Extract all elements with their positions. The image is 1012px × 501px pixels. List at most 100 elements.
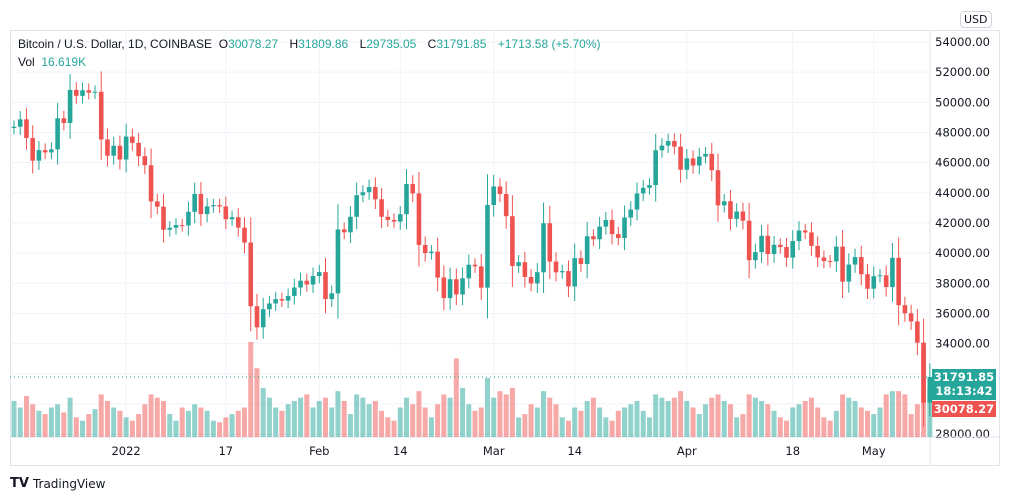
open-label: O (218, 37, 229, 51)
volume-bar (914, 404, 920, 437)
price-tick-label: 38000.00 (935, 276, 990, 290)
candle-body (429, 251, 434, 254)
volume-bar (235, 410, 241, 437)
volume-bar (472, 410, 478, 437)
volume-bar (671, 397, 677, 437)
volume-bar (129, 420, 135, 437)
volume-bar (403, 397, 409, 437)
price-tick-label: 48000.00 (935, 125, 990, 139)
volume-bar (883, 394, 889, 437)
candle-body (896, 257, 901, 306)
candle-body (410, 184, 416, 194)
candle-body (927, 376, 933, 403)
candle-body (30, 138, 35, 161)
candle-body (771, 244, 777, 255)
candle-body (553, 261, 559, 273)
candle-body (597, 226, 602, 240)
close-label: C (427, 37, 437, 51)
volume-bar (634, 400, 640, 437)
tradingview-logo[interactable]: TV TradingView (10, 476, 105, 491)
volume-bar (36, 410, 42, 437)
candle-body (858, 257, 864, 275)
candle-body (373, 187, 378, 200)
candle-body (391, 219, 397, 222)
candle-body (528, 276, 534, 284)
volume-bar (185, 410, 191, 437)
high-label: H (289, 37, 299, 51)
candle-body (491, 186, 497, 206)
volume-bar (653, 394, 659, 437)
volume-bar (584, 400, 590, 437)
volume-bar (67, 397, 73, 437)
volume-bar (55, 404, 61, 437)
candle-body (117, 145, 123, 160)
candle-body (49, 149, 54, 153)
volume-bar (304, 394, 310, 437)
candle-body (454, 279, 459, 295)
candle-body (622, 217, 627, 239)
candle-body (616, 234, 621, 239)
volume-bar (422, 407, 428, 437)
volume-bar (628, 404, 634, 437)
candle-body (335, 229, 341, 294)
candle-body (298, 280, 303, 288)
volume-bar (161, 400, 167, 437)
time-tick-label: Mar (483, 444, 505, 458)
volume-bar (92, 409, 98, 437)
volume-bar (802, 400, 808, 437)
volume-bar (597, 407, 603, 437)
candle-body (55, 118, 60, 150)
volume-bar (204, 410, 210, 437)
candle-body (908, 313, 914, 322)
volume-bar (291, 400, 297, 437)
candle-body (267, 303, 272, 310)
low-label: L (359, 37, 367, 51)
candle-body (921, 342, 926, 403)
volume-bar (217, 422, 223, 437)
last-price-tag: 31791.85 18:13:42 (932, 369, 996, 400)
volume-bar (248, 342, 254, 437)
volume-bar (833, 410, 839, 437)
candle-body (435, 251, 440, 278)
candle-body (566, 271, 571, 287)
candle-body (547, 223, 553, 262)
volume-bar (858, 407, 864, 437)
candle-body (746, 220, 752, 261)
volume-legend: Vol 16.619K (18, 55, 86, 69)
volume-bar (316, 400, 322, 437)
volume-bar (759, 400, 765, 437)
candle-body (416, 193, 422, 245)
volume-bar (298, 397, 304, 437)
price-tick-label: 42000.00 (935, 216, 990, 230)
price-tick-label: 36000.00 (935, 306, 990, 320)
candle-body (123, 136, 129, 160)
volume-bar (659, 397, 665, 437)
candle-body (254, 306, 260, 328)
volume-bar (192, 404, 198, 437)
volume-bar (622, 407, 628, 437)
candle-body (98, 91, 104, 140)
candle-body (92, 91, 98, 93)
candle-body (136, 142, 141, 157)
volume-bar (341, 400, 347, 437)
candle-body (242, 227, 247, 243)
volume-bar (260, 387, 266, 437)
volume-bar (902, 394, 908, 437)
volume-bar (771, 410, 777, 437)
volume-bar (690, 407, 696, 437)
volume-bar (503, 394, 509, 437)
change-value: +1713.58 (+5.70%) (497, 37, 601, 51)
volume-bar (379, 410, 385, 437)
time-tick-label: 14 (567, 444, 582, 458)
candle-body (665, 141, 671, 146)
candle-body (310, 276, 316, 285)
time-tick-label: Apr (677, 444, 697, 458)
volume-bar (391, 420, 397, 437)
currency-button[interactable]: USD (960, 11, 992, 28)
volume-label: Vol (18, 55, 35, 69)
candle-body (840, 246, 845, 282)
volume-bar (784, 420, 790, 437)
volume-bar (516, 417, 522, 437)
volume-bar (453, 358, 459, 437)
